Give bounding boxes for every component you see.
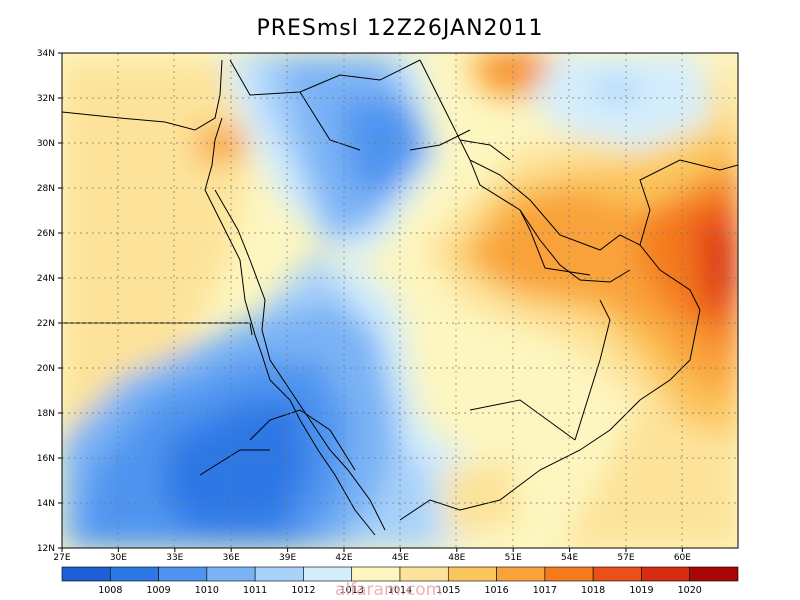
colorbar-label: 1017 — [533, 585, 557, 596]
lon-tick-label: 36E — [223, 553, 240, 563]
colorbar-swatch — [303, 566, 353, 582]
lat-tick-label: 24N — [37, 274, 55, 284]
lat-tick-label: 30N — [37, 139, 55, 149]
lat-tick-label: 18N — [37, 409, 55, 419]
colorbar-label: 1014 — [388, 585, 412, 596]
lon-tick-label: 39E — [279, 553, 296, 563]
coastlines — [62, 59, 738, 536]
latitude-axis: 12N 14N 16N 18N 20N 22N 24N 26N 28N 30N 32N 34N — [37, 49, 62, 554]
colorbar-swatch — [399, 566, 449, 582]
colorbar-label: 1010 — [195, 585, 219, 596]
pressure-field — [62, 53, 738, 548]
lon-tick-label: 42E — [335, 553, 352, 563]
colorbar-label: 1015 — [436, 585, 460, 596]
lat-tick-label: 28N — [37, 184, 55, 194]
colorbar-swatch — [496, 566, 546, 582]
lon-tick-label: 48E — [448, 553, 465, 563]
colorbar-label: 1011 — [243, 585, 267, 596]
lat-tick-label: 22N — [37, 319, 55, 329]
lat-tick-label: 34N — [37, 49, 55, 59]
colorbar-label: 1013 — [340, 585, 364, 596]
colorbar-labels: 1008 1009 1010 1011 1012 1013 1014 1015 1016 1017… — [98, 585, 702, 596]
colorbar-swatch — [544, 566, 594, 582]
colorbar-swatch — [351, 566, 401, 582]
graticule — [62, 53, 738, 548]
lon-tick-label: 27E — [53, 553, 70, 563]
colorbar-swatch — [61, 566, 111, 582]
watermark: alfaram.com — [335, 580, 443, 600]
colorbar-label: 1018 — [581, 585, 605, 596]
colorbar-label: 1012 — [291, 585, 315, 596]
colorbar-swatch — [689, 566, 739, 582]
lon-tick-label: 51E — [505, 553, 522, 563]
colorbar-swatch — [158, 566, 208, 582]
colorbar-swatch — [641, 566, 691, 582]
lon-tick-label: 57E — [617, 553, 634, 563]
lon-tick-label: 33E — [166, 553, 183, 563]
lon-tick-label: 30E — [110, 553, 127, 563]
colorbar-swatch — [592, 566, 642, 582]
lat-tick-label: 32N — [37, 94, 55, 104]
lat-tick-label: 20N — [37, 364, 55, 374]
lon-tick-label: 45E — [392, 553, 409, 563]
colorbar-swatch — [447, 566, 497, 582]
map-title: PRESmsl 12Z26JAN2011 — [256, 16, 544, 41]
colorbar-label: 1019 — [629, 585, 653, 596]
lon-tick-label: 54E — [561, 553, 578, 563]
colorbar-label: 1020 — [678, 585, 702, 596]
lon-tick-label: 60E — [674, 553, 691, 563]
longitude-axis: 27E 30E 33E 36E 39E 42E 45E 48E 51E 54E 57E 60E — [53, 548, 691, 563]
lat-tick-label: 14N — [37, 499, 55, 509]
colorbar-swatch — [206, 566, 256, 582]
colorbar-label: 1016 — [484, 585, 508, 596]
lat-tick-label: 12N — [37, 544, 55, 554]
colorbar — [61, 566, 739, 582]
lat-tick-label: 26N — [37, 229, 55, 239]
colorbar-swatch — [254, 566, 304, 582]
lat-tick-label: 16N — [37, 454, 55, 464]
colorbar-swatch — [109, 566, 159, 582]
colorbar-label: 1008 — [98, 585, 122, 596]
colorbar-label: 1009 — [146, 585, 170, 596]
